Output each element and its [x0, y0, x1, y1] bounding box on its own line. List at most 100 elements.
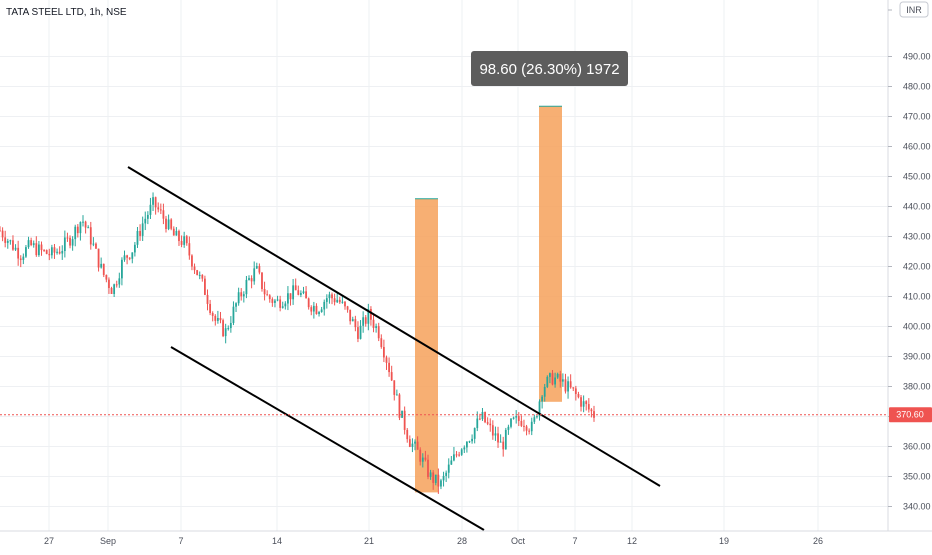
candle-body	[61, 251, 64, 254]
candle-body	[442, 475, 445, 481]
candle-body	[154, 197, 157, 208]
measure-tooltip-text: 98.60 (26.30%) 1972	[479, 61, 619, 78]
candle-body	[507, 426, 510, 430]
candle-body	[346, 306, 349, 310]
price-tick-label: 450.00	[903, 172, 931, 182]
candle-body	[460, 449, 463, 455]
candle-body	[165, 218, 167, 229]
candle-body	[240, 292, 243, 297]
candle-body	[512, 417, 515, 419]
candle-body	[92, 243, 95, 245]
candle-body	[206, 294, 209, 304]
candle-body	[338, 299, 341, 303]
candle-body	[56, 251, 58, 253]
candle-body	[533, 417, 536, 422]
candle-body	[126, 255, 129, 258]
candle-body	[349, 309, 352, 322]
candle-body	[235, 303, 237, 307]
candle-body	[491, 425, 494, 436]
candle-body	[569, 381, 572, 388]
candle-body	[377, 326, 380, 339]
candle-body	[416, 441, 419, 450]
candle-body	[79, 222, 82, 234]
candle-body	[577, 394, 580, 398]
candle-body	[271, 299, 274, 303]
candle-body	[530, 421, 533, 432]
candle-body	[468, 441, 471, 443]
candle-body	[281, 306, 284, 308]
channel-lower-line[interactable]	[170, 346, 485, 531]
candle-body	[455, 454, 458, 456]
candle-body	[136, 230, 139, 245]
measure-box[interactable]	[539, 106, 562, 402]
candle-body	[108, 279, 110, 289]
price-tick-label: 470.00	[903, 112, 931, 122]
candle-body	[157, 207, 160, 210]
currency-badge[interactable]: INR	[899, 1, 929, 18]
time-tick-label: 14	[272, 536, 282, 546]
candle-body	[17, 247, 20, 259]
candle-body	[372, 319, 375, 328]
candle-body	[1, 230, 4, 238]
candle-body	[481, 411, 484, 420]
candle-body	[554, 377, 556, 385]
candle-body	[587, 404, 590, 410]
time-tick-label: 19	[719, 536, 729, 546]
symbol-title[interactable]: TATA STEEL LTD, 1h, NSE	[6, 7, 127, 18]
time-tick-label: 7	[178, 536, 183, 546]
price-tick-label: 490.00	[903, 52, 931, 62]
candle-body	[191, 255, 193, 267]
candle-body	[222, 320, 224, 337]
candle-body	[276, 299, 279, 301]
price-axis[interactable]: 5490.00480.00470.00460.00450.00440.00430…	[888, 5, 931, 512]
price-tick-label: 410.00	[903, 292, 931, 302]
candle-body	[253, 268, 256, 282]
candle-body	[232, 306, 235, 323]
candle-body	[427, 459, 429, 477]
candle-body	[175, 230, 178, 236]
price-tick-label: 360.00	[903, 442, 931, 452]
candle-body	[344, 301, 346, 307]
candle-body	[484, 411, 486, 423]
current-price-badge: 370.60	[889, 407, 932, 423]
candle-body	[367, 309, 370, 324]
candle-body	[364, 317, 367, 324]
candle-body	[359, 325, 362, 339]
candle-body	[89, 227, 92, 245]
candle-body	[429, 472, 432, 477]
candle-body	[520, 420, 523, 426]
candle-body	[408, 439, 411, 447]
time-tick-label: 7	[572, 536, 577, 546]
candle-body	[43, 250, 45, 252]
candle-body	[35, 243, 38, 256]
candle-body	[188, 243, 191, 256]
candle-body	[357, 327, 359, 339]
candle-body	[517, 416, 520, 421]
candle-body	[105, 274, 108, 280]
candle-body	[219, 317, 222, 321]
candle-body	[22, 256, 25, 260]
candle-body	[318, 312, 320, 315]
candle-body	[82, 221, 84, 223]
candle-body	[4, 237, 7, 243]
candle-body	[110, 288, 113, 294]
candle-body	[71, 239, 74, 246]
candle-body	[434, 474, 437, 483]
candle-body	[302, 291, 305, 294]
candle-body	[574, 388, 577, 395]
candle-body	[294, 285, 297, 291]
channel-upper-line[interactable]	[127, 166, 661, 487]
candle-body	[102, 263, 105, 275]
candle-body	[536, 416, 538, 418]
candle-body	[528, 430, 531, 432]
channel-lines[interactable]	[127, 166, 661, 531]
price-tick-label: 380.00	[903, 382, 931, 392]
candle-body	[237, 292, 240, 304]
candle-body	[463, 447, 466, 450]
candle-body	[201, 274, 204, 279]
time-axis[interactable]: 27 Sep 7 14 21 28 Oct 7 12 19 26	[44, 536, 823, 546]
candle-body	[307, 298, 310, 308]
candle-body	[95, 243, 97, 249]
